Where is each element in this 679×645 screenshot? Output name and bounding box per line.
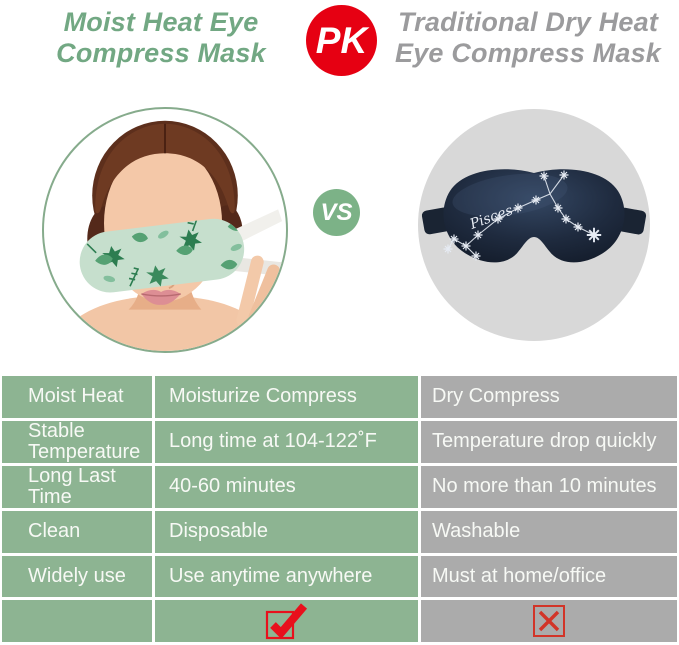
- lips: [141, 289, 181, 305]
- moist-heat-mask-photo: [42, 107, 288, 353]
- moist-heat-mask-illustration: [49, 120, 286, 351]
- dry-cell: Dry Compress: [421, 376, 677, 418]
- moist-cell: Long time at 104-122˚F: [155, 420, 418, 463]
- left-title-line1: Moist Heat Eye: [63, 7, 259, 37]
- feature-cell: Widely use: [2, 555, 152, 598]
- dry-cell: No more than 10 minutes: [421, 465, 677, 508]
- red-cross-icon: [533, 605, 565, 638]
- pk-badge: PK: [306, 5, 377, 76]
- right-product-title: Traditional Dry Heat Eye Compress Mask: [382, 7, 674, 70]
- left-title-line2: Compress Mask: [56, 38, 266, 69]
- feature-cell: Long Last Time: [2, 465, 152, 508]
- vs-badge-label: VS: [320, 198, 353, 226]
- moist-cell: Moisturize Compress: [155, 376, 418, 418]
- moist-verdict-cell: [155, 600, 418, 642]
- vs-badge: VS: [313, 189, 360, 236]
- moist-cell: 40-60 minutes: [155, 465, 418, 508]
- navy-sleep-mask-illustration: Pisces: [421, 169, 647, 263]
- moist-cell: Use anytime anywhere: [155, 555, 418, 598]
- right-title-line1: Traditional Dry Heat: [397, 7, 659, 37]
- comparison-table: Moist Heat Moisturize Compress Dry Compr…: [0, 373, 679, 645]
- dry-cell: Must at home/office: [421, 555, 677, 598]
- pk-badge-label: PK: [315, 19, 368, 61]
- dry-heat-mask-photo: Pisces: [418, 109, 650, 341]
- left-product-title: Moist Heat Eye Compress Mask: [6, 7, 316, 70]
- right-title-line2: Eye Compress Mask: [394, 38, 662, 69]
- red-checkmark-icon: [265, 603, 307, 640]
- feature-cell-empty: [2, 600, 152, 642]
- dry-verdict-cell: [421, 600, 677, 642]
- dry-cell: Temperature drop quickly: [421, 420, 677, 463]
- dry-cell: Washable: [421, 510, 677, 553]
- feature-cell: Stable Temperature: [2, 420, 152, 463]
- moist-cell: Disposable: [155, 510, 418, 553]
- feature-cell: Clean: [2, 510, 152, 553]
- feature-cell: Moist Heat: [2, 376, 152, 418]
